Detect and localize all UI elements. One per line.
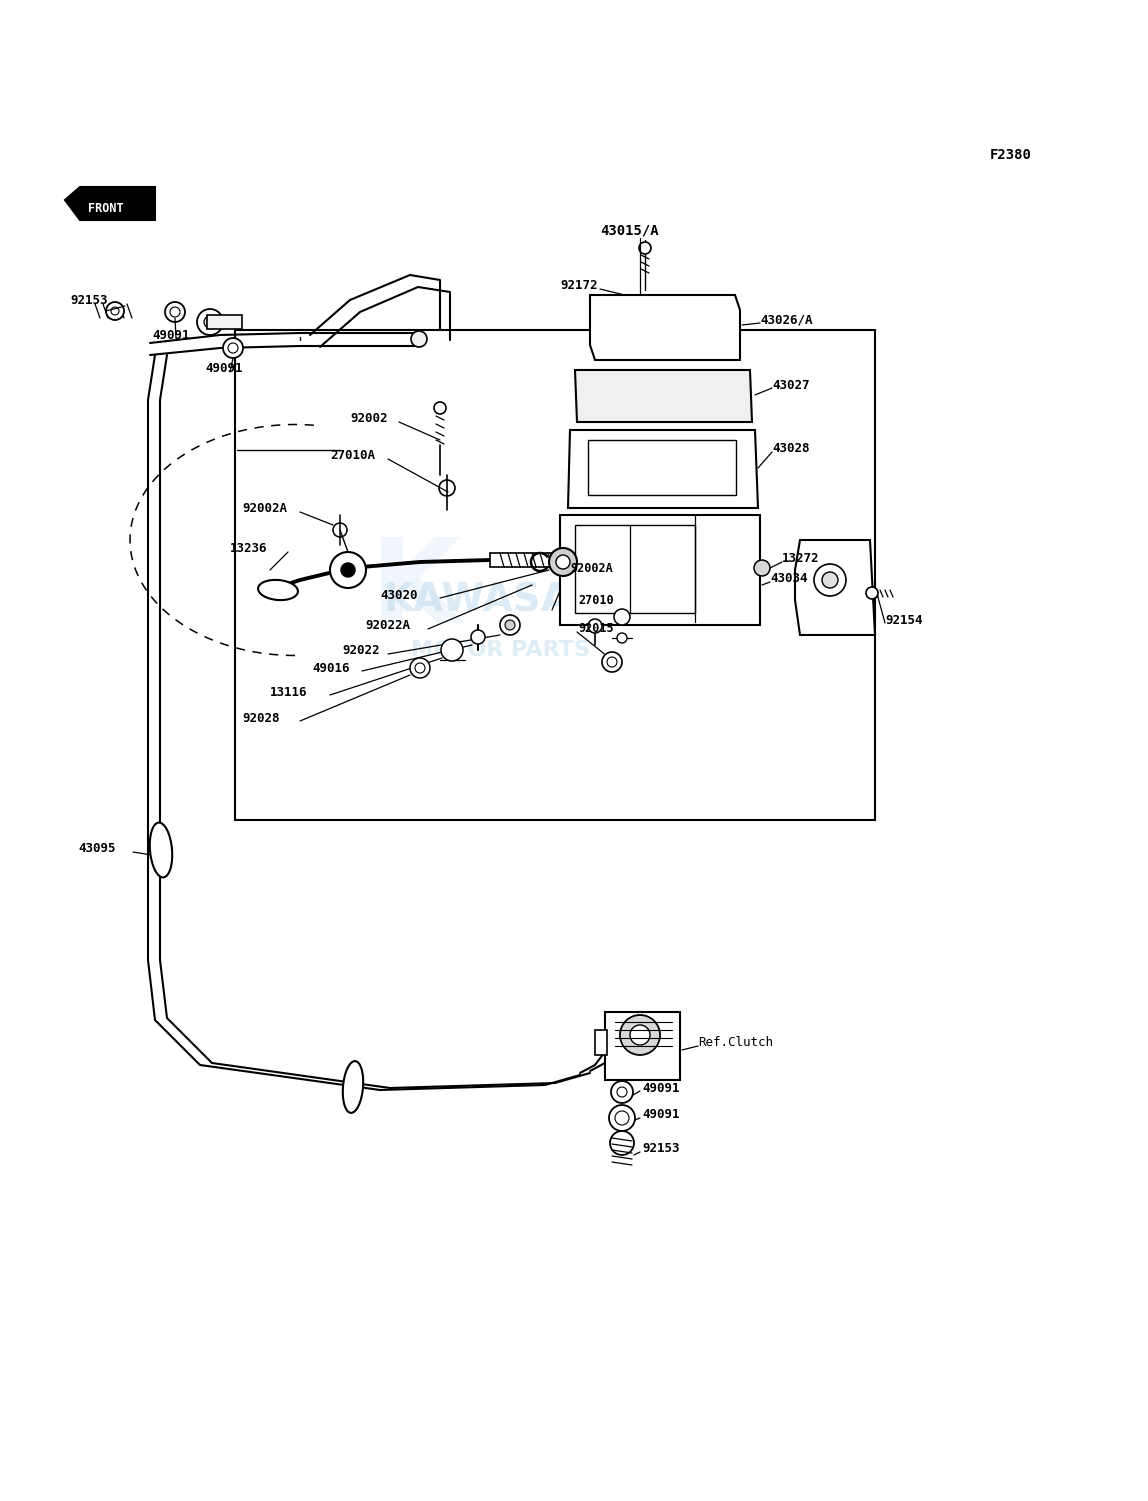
Ellipse shape (258, 579, 298, 600)
Bar (235, 330, 875, 820)
Text: 43027: 43027 (771, 378, 809, 392)
Circle shape (704, 315, 720, 332)
Circle shape (549, 548, 577, 576)
Text: 92022A: 92022A (365, 618, 410, 632)
Circle shape (441, 639, 463, 660)
Bar (207, 315, 242, 329)
Circle shape (595, 390, 605, 401)
Circle shape (333, 522, 347, 537)
Text: 13272: 13272 (782, 551, 820, 564)
Circle shape (620, 1015, 660, 1055)
Text: MOTOR PARTS: MOTOR PARTS (411, 639, 589, 660)
Text: 13236: 13236 (230, 542, 267, 554)
Circle shape (616, 1087, 627, 1097)
Circle shape (165, 302, 185, 323)
Text: 92002A: 92002A (571, 561, 613, 575)
Circle shape (501, 615, 520, 635)
Circle shape (644, 380, 676, 411)
Ellipse shape (343, 1061, 363, 1112)
Circle shape (106, 302, 124, 320)
Text: F2380: F2380 (990, 149, 1032, 162)
Circle shape (411, 332, 427, 347)
Circle shape (556, 555, 571, 569)
Circle shape (614, 609, 630, 624)
Polygon shape (575, 371, 752, 422)
Circle shape (329, 552, 366, 588)
Text: 92153: 92153 (642, 1141, 680, 1154)
Circle shape (610, 1130, 634, 1154)
Text: 92002: 92002 (350, 411, 388, 425)
Circle shape (341, 563, 355, 576)
Bar (595, 1030, 607, 1055)
Text: 13116: 13116 (270, 686, 308, 698)
Circle shape (607, 657, 616, 666)
Text: 43034: 43034 (770, 572, 807, 584)
Circle shape (471, 630, 484, 644)
Text: 49091: 49091 (642, 1109, 680, 1121)
Polygon shape (65, 188, 155, 221)
Bar (575, 525, 695, 612)
Bar (605, 1012, 680, 1081)
Circle shape (111, 308, 119, 315)
Text: 49091: 49091 (205, 362, 242, 375)
Text: 92022: 92022 (342, 644, 380, 656)
Circle shape (170, 308, 180, 317)
Text: 92172: 92172 (560, 279, 597, 291)
Polygon shape (560, 515, 760, 624)
Text: 49091: 49091 (152, 329, 189, 342)
Bar (588, 440, 736, 495)
Text: 92028: 92028 (242, 711, 279, 725)
Circle shape (611, 1081, 633, 1103)
Text: 27010: 27010 (577, 593, 614, 606)
Circle shape (410, 657, 430, 678)
Text: 43028: 43028 (771, 441, 809, 455)
Circle shape (197, 309, 223, 335)
Circle shape (616, 633, 627, 642)
Circle shape (822, 572, 838, 588)
Circle shape (204, 317, 216, 329)
Text: 49091: 49091 (642, 1082, 680, 1094)
Circle shape (615, 315, 631, 332)
Circle shape (602, 651, 622, 672)
Text: Ref.Clutch: Ref.Clutch (698, 1036, 773, 1049)
Polygon shape (568, 429, 758, 507)
Polygon shape (590, 296, 740, 360)
Circle shape (434, 402, 447, 414)
Circle shape (608, 1105, 635, 1130)
Text: 43095: 43095 (78, 842, 116, 854)
Text: KAWASAKI: KAWASAKI (383, 581, 616, 618)
Text: 43015/A: 43015/A (600, 224, 659, 237)
Bar (490, 552, 575, 567)
Circle shape (754, 560, 770, 576)
Circle shape (439, 480, 455, 495)
Text: 43020: 43020 (380, 588, 418, 602)
Text: 92154: 92154 (885, 614, 923, 626)
Ellipse shape (149, 823, 172, 878)
Text: FRONT: FRONT (88, 201, 124, 215)
Circle shape (639, 242, 651, 254)
Text: 92153: 92153 (70, 294, 108, 306)
Polygon shape (796, 540, 875, 635)
Circle shape (223, 338, 243, 359)
Circle shape (615, 1111, 629, 1126)
Circle shape (505, 620, 515, 630)
Circle shape (588, 618, 602, 633)
Text: 43026/A: 43026/A (760, 314, 813, 327)
Text: K: K (370, 533, 460, 647)
Text: 27010A: 27010A (329, 449, 375, 461)
Circle shape (630, 1025, 650, 1045)
Circle shape (814, 564, 846, 596)
Text: 49016: 49016 (312, 662, 349, 674)
Circle shape (414, 663, 425, 672)
Circle shape (866, 587, 878, 599)
Text: 92015: 92015 (577, 621, 614, 635)
Text: 92002A: 92002A (242, 501, 287, 515)
Circle shape (228, 344, 238, 353)
